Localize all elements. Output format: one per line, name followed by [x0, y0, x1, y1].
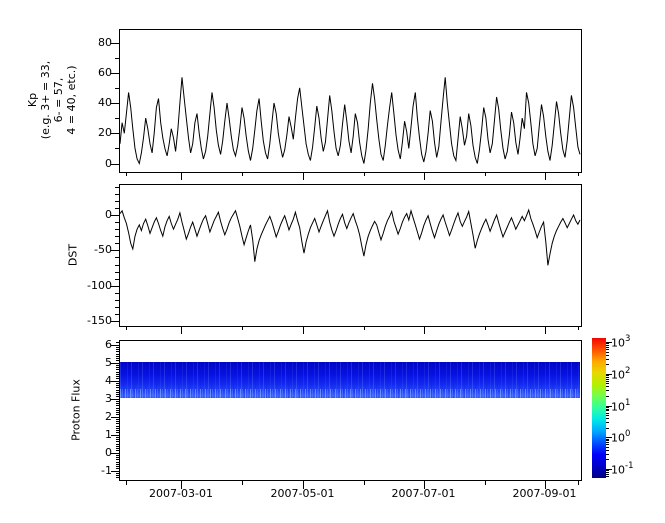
colorbar-minor-tick [606, 422, 609, 423]
y-tick-label-kp: 20 [98, 126, 112, 140]
colorbar-minor-tick [606, 355, 609, 356]
colorbar-minor-tick [606, 407, 609, 408]
y-tick-label-pf: 1 [105, 427, 112, 441]
colorbar-minor-tick [606, 454, 609, 455]
dst-series-line [119, 208, 581, 266]
colorbar-minor-tick [606, 381, 609, 382]
colorbar-major-tick [606, 437, 612, 438]
colorbar-major-tick [606, 342, 612, 343]
y-tick-label-dst: -150 [87, 314, 112, 328]
colorbar-minor-tick [606, 359, 609, 360]
colorbar-minor-tick [606, 413, 609, 414]
colorbar-minor-tick [606, 396, 609, 397]
panel-frame-dst [119, 184, 582, 327]
x-tick-label: 2007-03-01 [149, 487, 213, 500]
colorbar-tick-label: 103 [611, 334, 631, 350]
colorbar-minor-tick [606, 364, 609, 365]
y-tick-label-dst: 0 [105, 208, 112, 221]
colorbar-minor-tick [606, 415, 609, 416]
y-tick-label-pf: 6 [105, 337, 112, 351]
colorbar-minor-tick [606, 439, 609, 440]
y-tick-label-dst: -50 [94, 243, 112, 257]
x-tick-label: 2007-05-01 [270, 487, 335, 500]
y-tick-label-dst: -100 [87, 278, 112, 292]
colorbar-major-tick [606, 469, 612, 470]
colorbar-minor-tick [606, 345, 609, 346]
colorbar-minor-tick [606, 377, 609, 378]
colorbar-minor-tick [606, 383, 609, 384]
x-tick-label: 2007-09-01 [512, 487, 577, 500]
colorbar-tick-label: 102 [611, 365, 631, 382]
y-tick-label-pf: 3 [105, 391, 112, 405]
colorbar-minor-tick [606, 447, 609, 448]
colorbar-tick-label: 100 [611, 429, 631, 445]
y-tick-label-pf: 5 [105, 355, 112, 369]
colorbar-minor-tick [606, 347, 609, 348]
y-tick-label-kp: 60 [98, 65, 112, 79]
colorbar-minor-tick [606, 440, 609, 441]
y-tick-label-kp: 40 [98, 96, 112, 109]
colorbar-minor-tick [606, 444, 609, 445]
colorbar-minor-tick [606, 379, 609, 380]
y-tick-label-kp: 80 [98, 35, 112, 49]
colorbar-minor-tick [606, 442, 609, 443]
colorbar-major-tick [606, 374, 612, 375]
colorbar-minor-tick [606, 428, 609, 429]
colorbar-minor-tick [606, 375, 609, 376]
y-tick-label-pf: 2 [105, 409, 112, 423]
colorbar-minor-tick [606, 410, 609, 411]
panel-frame-kp [119, 29, 582, 173]
y-tick-label-pf: 4 [105, 373, 112, 387]
colorbar-minor-tick [606, 476, 609, 477]
colorbar [592, 338, 606, 478]
colorbar-minor-tick [606, 349, 609, 350]
x-tick-label: 2007-07-01 [391, 487, 456, 500]
proton-flux-band [120, 362, 580, 398]
colorbar-minor-tick [606, 390, 609, 391]
colorbar-minor-tick [606, 470, 609, 471]
colorbar-minor-tick [606, 474, 609, 475]
colorbar-minor-tick [606, 409, 609, 410]
colorbar-minor-tick [606, 352, 609, 353]
y-tick-label-kp: 0 [105, 156, 112, 170]
kp-series-line [119, 77, 581, 166]
colorbar-minor-tick [606, 450, 609, 451]
colorbar-minor-tick [606, 343, 609, 344]
colorbar-minor-tick [606, 418, 609, 419]
y-tick-label-pf: -1 [101, 463, 112, 477]
colorbar-minor-tick [606, 386, 609, 387]
colorbar-minor-tick [606, 459, 609, 460]
y-tick-label-pf: 0 [105, 445, 112, 459]
colorbar-minor-tick [606, 472, 609, 473]
colorbar-tick-label: 10-1 [611, 461, 634, 477]
colorbar-major-tick [606, 406, 612, 407]
colorbar-tick-label: 101 [611, 397, 631, 414]
